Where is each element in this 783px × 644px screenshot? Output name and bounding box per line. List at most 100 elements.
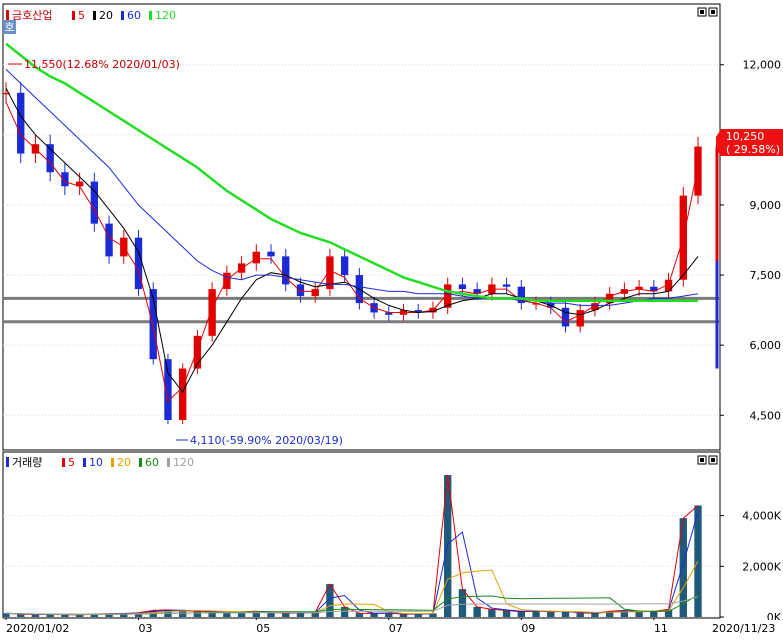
- current-price-value: 10,250: [726, 130, 765, 143]
- x-tick-label: 11: [654, 622, 668, 635]
- candle-body: [605, 293, 614, 304]
- candle-body: [17, 92, 25, 154]
- price-moving-averages: [5, 42, 699, 403]
- volume-bar: [90, 614, 99, 617]
- y-tick-label: 7,500: [750, 269, 782, 282]
- candle-body: [61, 172, 69, 187]
- legend-swatch: [83, 458, 86, 467]
- maximize-icon: [711, 10, 715, 14]
- volume-panel-frame: [2, 451, 721, 619]
- volume-bar: [620, 610, 629, 617]
- volume-bar: [399, 614, 408, 617]
- stock-name: 금호산업: [12, 9, 52, 22]
- high-annotation: 11,550(12.68% 2020/01/03): [8, 58, 180, 71]
- x-axis-bar: [0, 620, 783, 640]
- x-tick-label: 05: [256, 622, 270, 635]
- x-end-date: 2020/11/23: [712, 622, 775, 635]
- volume-bar: [517, 611, 525, 617]
- volume-bar: [311, 612, 319, 617]
- volume-grid: [3, 515, 720, 618]
- candle-body: [134, 237, 143, 290]
- y-tick-label: 9,000: [750, 199, 782, 212]
- volume-title: 거래량: [12, 456, 42, 469]
- volume-bar: [17, 614, 25, 617]
- candle-body: [532, 303, 540, 305]
- candle-body: [2, 92, 10, 95]
- volume-bar: [237, 611, 246, 617]
- candle-body: [296, 284, 305, 297]
- legend-swatch: [167, 458, 170, 467]
- volume-bar: [193, 611, 202, 617]
- volume-bar: [414, 613, 422, 617]
- volume-bar: [679, 518, 687, 617]
- volume-moving-averages: [5, 475, 699, 616]
- price-legend: 금호산업 5 20 60 120: [6, 9, 176, 22]
- volume-bar: [458, 589, 467, 617]
- x-tick-label: 2020/01/02: [6, 622, 69, 635]
- volume-bar: [296, 612, 305, 617]
- legend-item: 5: [68, 456, 75, 469]
- volume-bar: [179, 610, 187, 617]
- volume-bar: [473, 606, 481, 617]
- x-axis-labels: 2020/01/02 03 05 07 09 11: [6, 622, 668, 635]
- candle-body: [90, 181, 99, 224]
- candle-body: [282, 256, 290, 285]
- volume-bar: [355, 613, 364, 617]
- candle-body: [208, 289, 216, 336]
- volume-bar: [532, 610, 540, 617]
- legend-item: 60: [145, 456, 159, 469]
- volume-bar: [429, 613, 437, 617]
- candle-body: [75, 181, 84, 187]
- legend-swatch: [62, 458, 65, 467]
- volume-bar: [2, 613, 10, 617]
- candle-body: [164, 359, 172, 420]
- volume-bar: [385, 612, 393, 617]
- candle-body: [502, 284, 511, 287]
- candle-body: [444, 284, 452, 308]
- candle-body: [46, 144, 54, 173]
- legend-swatch: [111, 458, 114, 467]
- candle-body: [473, 289, 481, 294]
- candle-body: [635, 286, 643, 290]
- x-tick-label: 09: [521, 622, 535, 635]
- candle-body: [414, 310, 422, 313]
- candle-body: [267, 251, 275, 257]
- volume-ma-120: [5, 596, 699, 615]
- y-tick-label: 2,000K: [742, 560, 781, 573]
- legend-swatch: [72, 11, 75, 20]
- candle-body: [252, 251, 260, 264]
- volume-bar: [605, 611, 614, 617]
- volume-bar: [635, 611, 643, 617]
- candle-body: [385, 312, 393, 315]
- volume-bar: [31, 614, 40, 617]
- minimize-icon: [700, 458, 704, 462]
- y-tick-label: 4,500: [750, 409, 782, 422]
- legend-swatch: [121, 11, 124, 20]
- candle-body: [326, 256, 334, 290]
- moving-average-ma5: [5, 101, 699, 403]
- volume-bar: [208, 611, 216, 617]
- volume-bar: [370, 613, 378, 617]
- maximize-icon: [711, 458, 715, 462]
- volume-bar: [267, 612, 275, 617]
- low-annotation: 4,110(-59.90% 2020/03/19): [176, 434, 343, 447]
- volume-bar: [252, 611, 260, 617]
- volume-bar: [223, 612, 231, 617]
- volume-bar: [326, 584, 334, 617]
- y-tick-label: 12,000: [743, 59, 782, 72]
- candle-body: [591, 303, 599, 311]
- current-price-tag: 10,250 ( 29.58%): [716, 129, 783, 156]
- volume-bar: [591, 613, 599, 617]
- volume-bar: [120, 613, 128, 617]
- candle-body: [517, 286, 525, 304]
- candle-body: [576, 310, 584, 327]
- legend-item: 10: [89, 456, 103, 469]
- minimize-icon: [700, 10, 704, 14]
- volume-bar: [488, 609, 496, 617]
- volume-bar: [61, 614, 69, 617]
- legend-swatch: [149, 11, 152, 20]
- legend-item: 5: [78, 9, 85, 22]
- high-annotation-text: 11,550(12.68% 2020/01/03): [24, 58, 180, 71]
